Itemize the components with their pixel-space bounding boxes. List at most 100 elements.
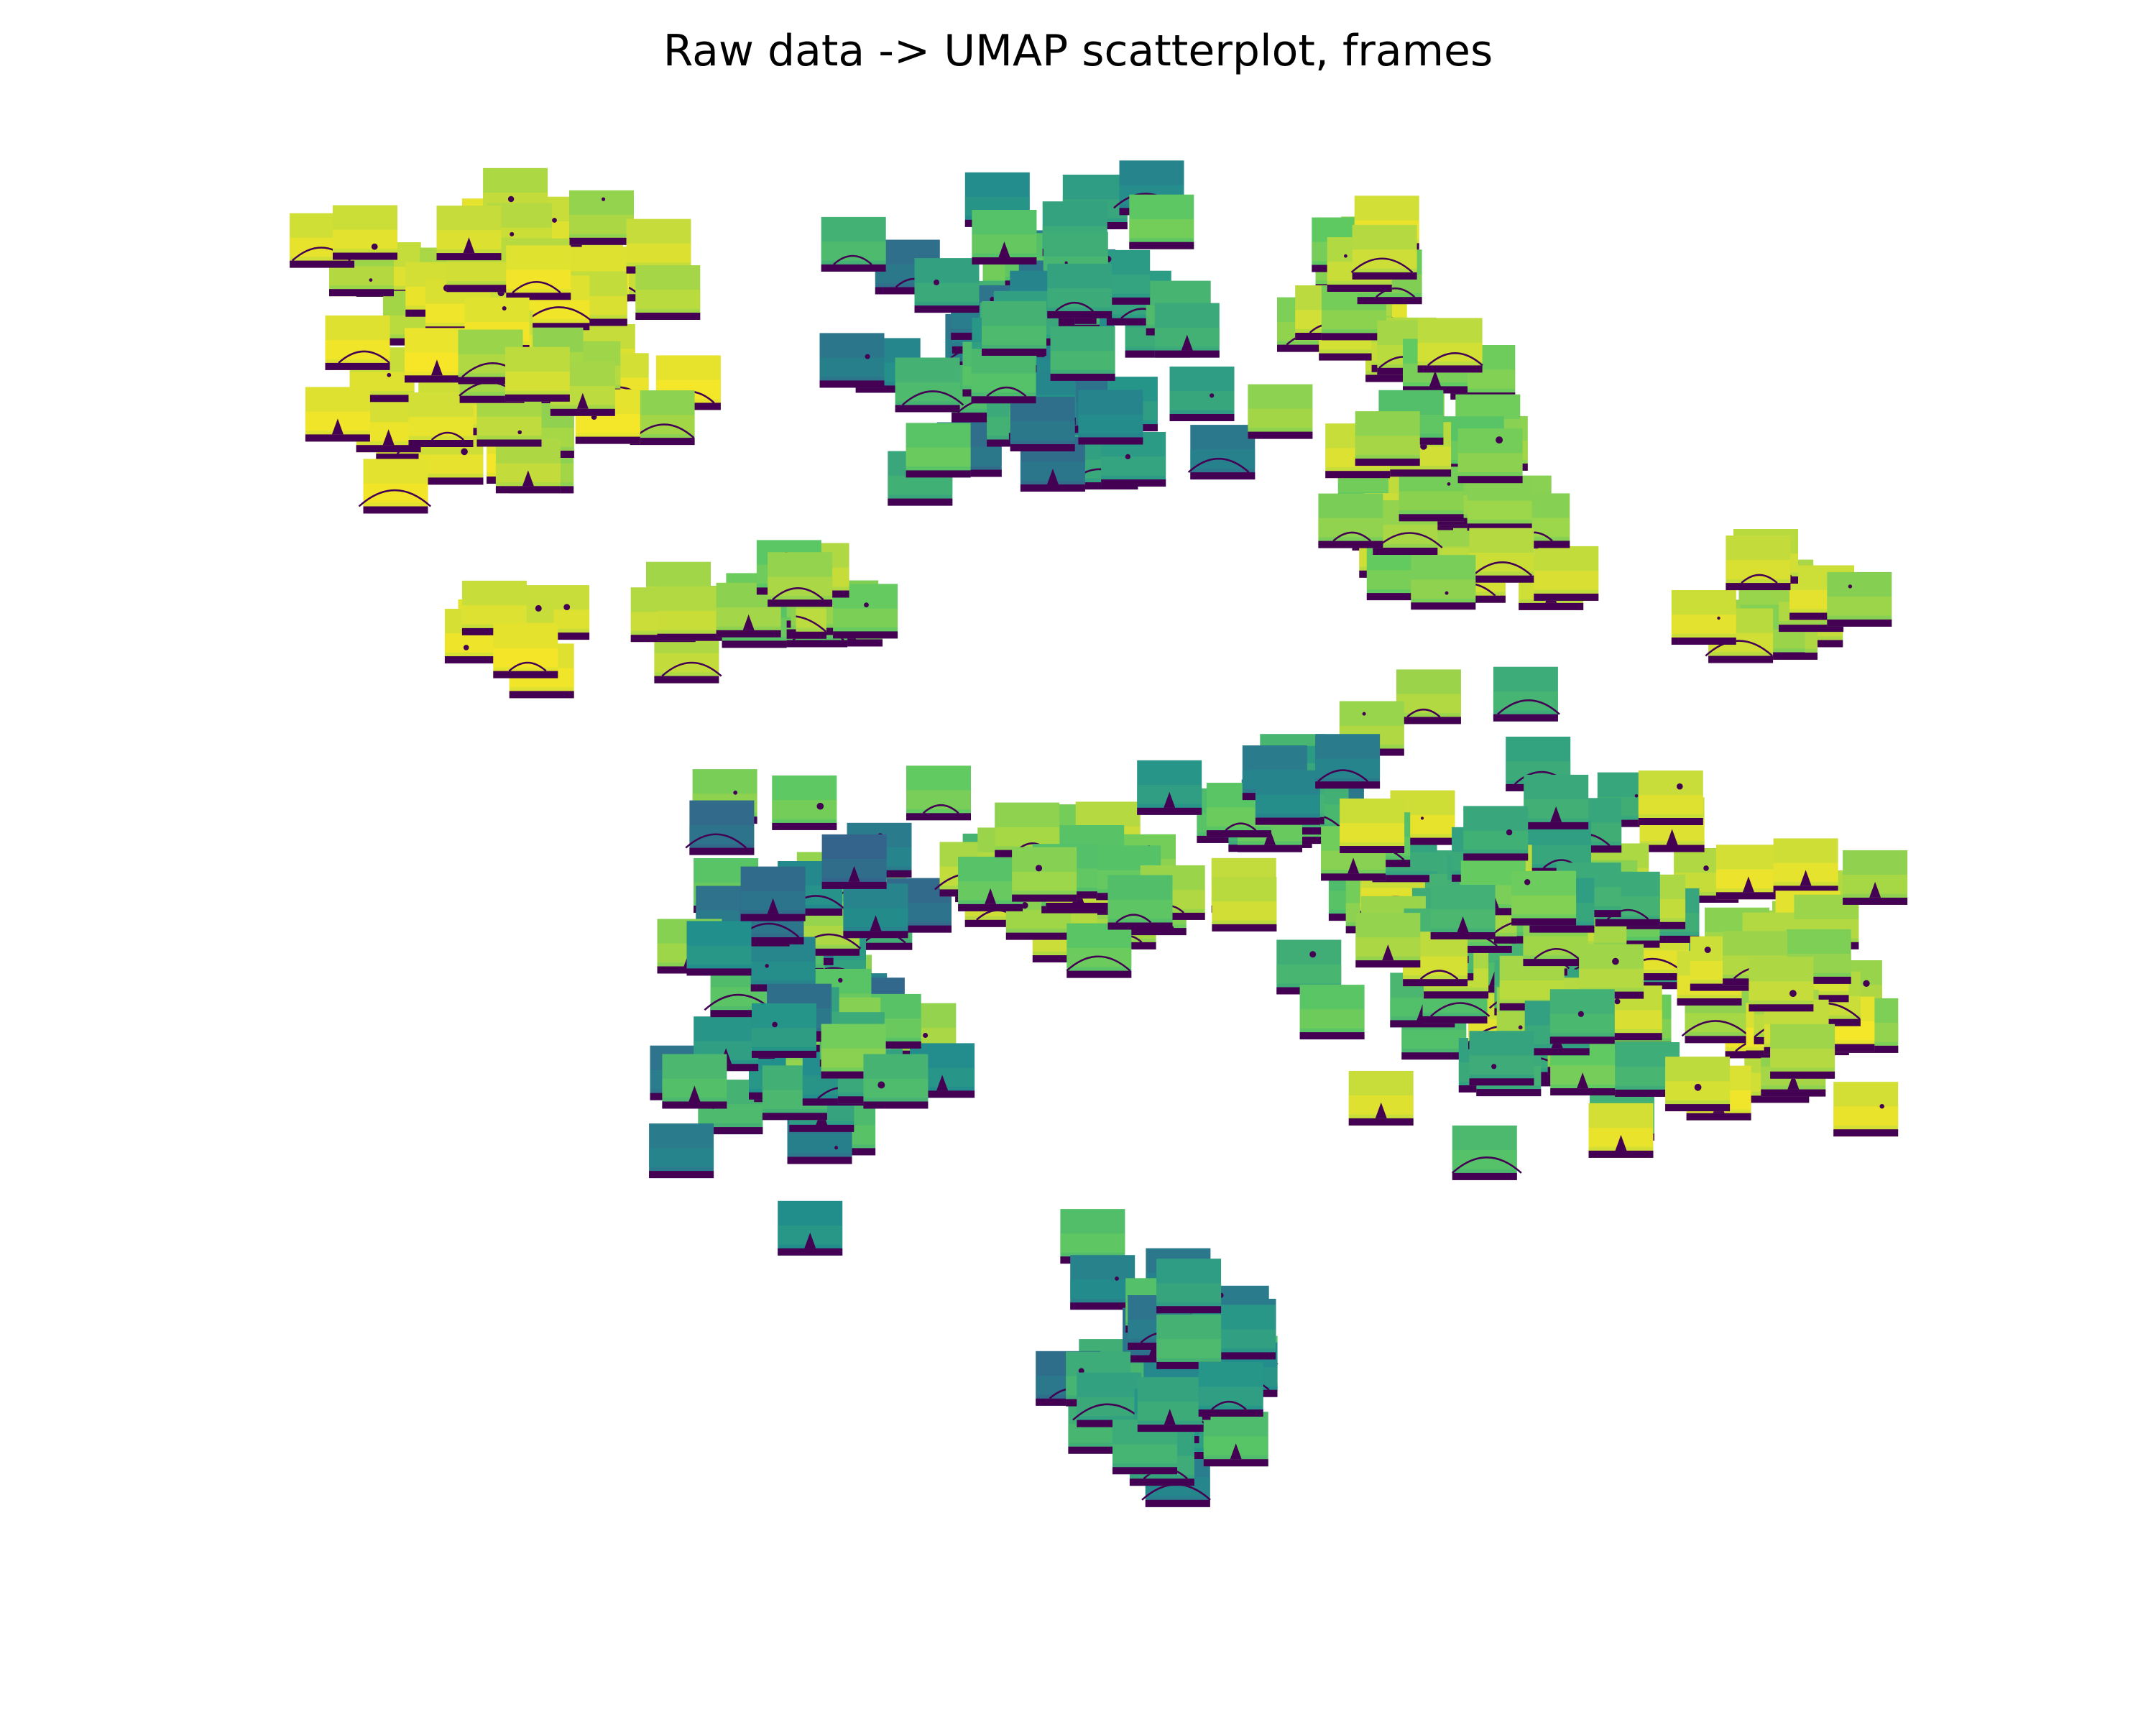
- frame-thumbnail-point: [740, 866, 806, 921]
- frame-thumbnail-point: [1355, 913, 1421, 968]
- cluster-6: [1248, 318, 1599, 756]
- frame-thumbnail-point: [1198, 1362, 1263, 1417]
- frame-thumbnail-point: [1671, 590, 1736, 645]
- frame-thumbnail-point: [461, 580, 527, 635]
- frame-thumbnail-point: [1511, 870, 1577, 926]
- cluster-9: [934, 801, 1276, 978]
- frame-thumbnail-point: [662, 1054, 727, 1109]
- frame-thumbnail-point: [1340, 799, 1405, 853]
- frame-thumbnail-point: [1315, 734, 1381, 789]
- cluster-11: [1212, 666, 1864, 1180]
- frame-thumbnail-point: [1318, 493, 1383, 548]
- frame-thumbnail-point: [1726, 535, 1791, 591]
- frame-thumbnail-point: [1665, 1057, 1731, 1112]
- frame-thumbnail-point: [1169, 367, 1235, 421]
- frame-thumbnail-point: [863, 1054, 929, 1109]
- cluster-10: [1137, 734, 1381, 852]
- frame-thumbnail-point: [1248, 384, 1313, 439]
- frame-thumbnail-point: [1524, 774, 1589, 829]
- frame-thumbnail-point: [768, 552, 833, 607]
- frame-thumbnail-point: [1211, 1305, 1276, 1360]
- frame-thumbnail-point: [906, 765, 971, 821]
- frame-thumbnail-point: [1066, 923, 1132, 978]
- frame-thumbnail-point: [1411, 555, 1476, 610]
- frame-thumbnail-point: [1078, 390, 1143, 445]
- frame-thumbnail-point: [1430, 885, 1496, 939]
- frame-thumbnail-point: [1463, 806, 1529, 861]
- cluster-7: [1671, 529, 1892, 663]
- frame-thumbnail-point: [493, 623, 558, 678]
- frame-thumbnail-point: [305, 387, 370, 442]
- frame-thumbnail-point: [1047, 263, 1112, 318]
- frame-thumbnail-point: [1187, 425, 1256, 480]
- frame-thumbnail-point: [982, 301, 1046, 356]
- frame-thumbnail-point: [819, 333, 885, 388]
- frame-thumbnail-point: [1070, 1255, 1135, 1310]
- frame-thumbnail-point: [1770, 1024, 1835, 1079]
- frame-thumbnail-point: [1012, 847, 1077, 902]
- frame-thumbnail-point: [888, 451, 953, 506]
- frame-thumbnail-point: [1020, 437, 1085, 492]
- frame-thumbnail-point: [1827, 571, 1892, 627]
- frame-thumbnail-point: [1396, 669, 1461, 724]
- frame-thumbnail-point: [843, 883, 908, 939]
- frame-thumbnail-point: [1129, 194, 1194, 249]
- frame-thumbnail-point: [1451, 1125, 1522, 1180]
- frame-thumbnail-point: [657, 586, 722, 641]
- cluster-12: [1665, 838, 1908, 1137]
- frame-thumbnail-point: [1137, 760, 1202, 815]
- frame-thumbnail-point: [1299, 985, 1365, 1040]
- frame-thumbnail-point: [630, 390, 695, 446]
- frame-thumbnail-point: [971, 349, 1036, 404]
- frame-thumbnail-point: [569, 190, 634, 245]
- frame-thumbnail-point: [1749, 957, 1814, 1012]
- frame-thumbnail-point: [1467, 476, 1532, 531]
- frame-thumbnail-point: [895, 357, 964, 413]
- frame-thumbnail-point: [1156, 1314, 1222, 1369]
- frame-thumbnail-point: [1549, 989, 1615, 1044]
- frame-thumbnail-point: [1137, 1377, 1202, 1432]
- frame-thumbnail-point: [436, 206, 502, 261]
- frame-thumbnail-point: [1715, 845, 1781, 900]
- frame-thumbnail-point: [1107, 875, 1173, 930]
- frame-thumbnail-point: [1156, 1259, 1222, 1314]
- chart-title: Raw data -> UMAP scatterplot, frames: [663, 26, 1493, 76]
- frame-thumbnail-point: [1469, 528, 1534, 583]
- frame-thumbnail-point: [1154, 303, 1220, 358]
- frame-thumbnail-point: [1355, 411, 1420, 466]
- cluster-2: [444, 580, 590, 699]
- frame-thumbnail-point: [778, 1200, 843, 1256]
- frame-thumbnail-point: [1417, 318, 1483, 373]
- frame-thumbnail-point: [1469, 1031, 1534, 1086]
- frame-thumbnail-point: [906, 423, 971, 478]
- frame-thumbnail-point: [685, 800, 755, 855]
- cluster-4: [819, 160, 1256, 506]
- frame-thumbnail-point: [914, 258, 980, 313]
- frame-thumbnail-point: [358, 459, 432, 514]
- frame-thumbnail-point: [1773, 838, 1838, 893]
- frame-thumbnail-point: [649, 1123, 714, 1179]
- frame-thumbnail-point: [752, 1003, 816, 1058]
- frame-thumbnail-point: [686, 921, 752, 976]
- frame-thumbnail-point: [821, 834, 887, 889]
- frame-thumbnail-point: [1843, 850, 1908, 905]
- frame-thumbnail-point: [1534, 546, 1599, 601]
- cluster-3: [630, 540, 898, 684]
- frame-thumbnail-point: [1588, 1103, 1654, 1158]
- frame-thumbnail-point: [1010, 397, 1075, 451]
- frame-thumbnail-point: [772, 775, 837, 830]
- frame-thumbnail-point: [1203, 1412, 1268, 1467]
- frame-thumbnail-point: [1493, 666, 1560, 722]
- frame-thumbnail-point: [635, 265, 701, 320]
- frame-thumbnail-point: [1255, 770, 1320, 825]
- cluster-8: [649, 765, 1028, 1256]
- frame-thumbnail-point: [1350, 224, 1417, 280]
- frame-thumbnail-point: [1833, 1082, 1899, 1137]
- frame-thumbnail-point: [1212, 876, 1277, 932]
- frame-thumbnail-point: [972, 210, 1037, 264]
- cluster-13: [1036, 1209, 1279, 1507]
- cluster-1: [290, 167, 721, 514]
- frame-thumbnail-point: [1072, 1372, 1143, 1427]
- frame-thumbnail-point: [1457, 428, 1523, 484]
